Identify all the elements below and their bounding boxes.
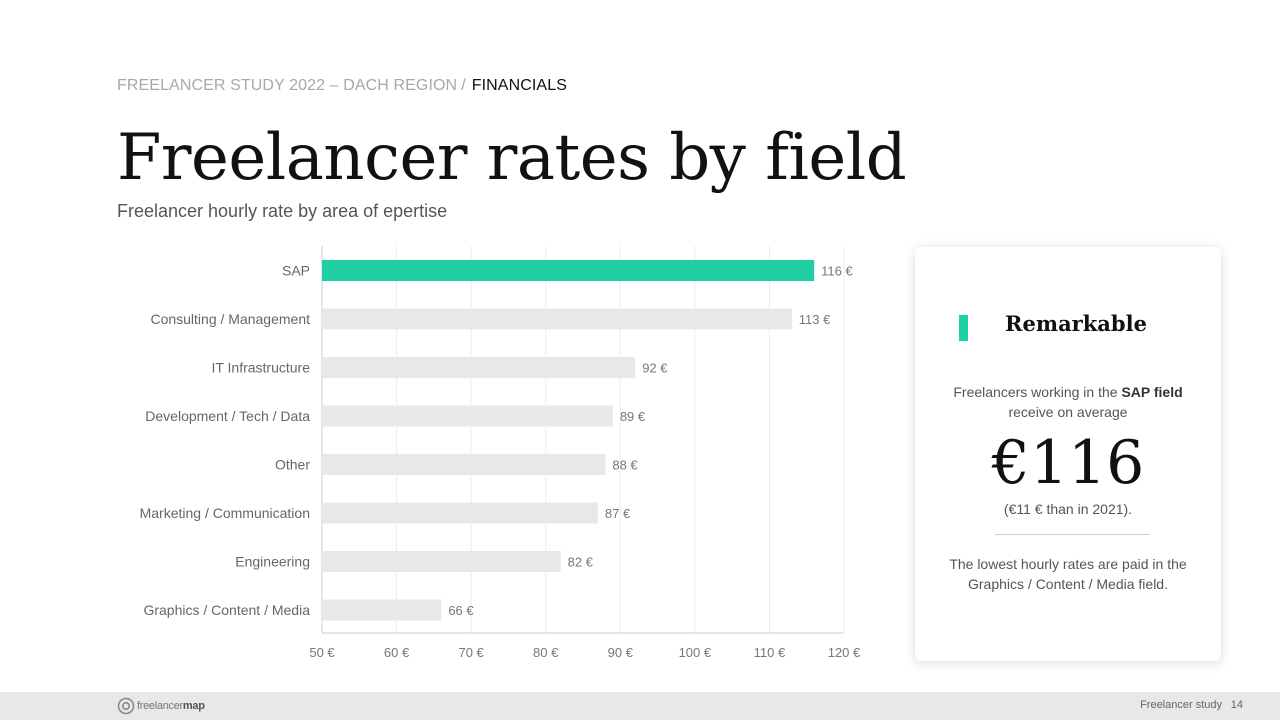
- value-label: 92 €: [642, 361, 668, 376]
- bar: [322, 551, 561, 572]
- category-label: SAP: [282, 263, 310, 279]
- freelancermap-logo[interactable]: freelancermap: [117, 697, 205, 715]
- category-label: IT Infrastructure: [211, 360, 310, 376]
- bar-chart: 50 € 60 € 70 € 80 € 90 € 100 € 110 € 120 € SAP 11…: [140, 246, 861, 661]
- value-label: 82 €: [568, 555, 594, 570]
- x-tick-label: 70 €: [458, 645, 484, 660]
- footer: freelancermap Freelancer study 14: [0, 692, 1280, 720]
- x-tick-label: 120 €: [828, 645, 861, 660]
- bar: [322, 405, 613, 427]
- card-text-prefix: Freelancers working in the: [953, 384, 1118, 400]
- value-label: 89 €: [620, 409, 646, 424]
- card-big-value: €116: [991, 428, 1145, 498]
- value-label: 88 €: [612, 458, 638, 473]
- card-text-intro: Freelancers working in the SAP field rec…: [935, 382, 1201, 422]
- page-title: Freelancer rates by field: [117, 121, 907, 195]
- grid-layer: [321, 246, 845, 634]
- card-text-bold: SAP field: [1121, 384, 1183, 400]
- bar: [322, 357, 636, 378]
- category-label: Development / Tech / Data: [145, 408, 310, 424]
- breadcrumb-separator: /: [461, 77, 466, 94]
- breadcrumb: FREELANCER STUDY 2022 – DACH REGION / FINA…: [117, 77, 567, 95]
- card-title: Remarkable: [1005, 311, 1147, 336]
- x-tick-label: 110 €: [754, 645, 786, 660]
- logo-text: freelancermap: [137, 700, 205, 712]
- card-text-suffix: receive on average: [1008, 404, 1128, 420]
- card-divider: [995, 534, 1150, 535]
- category-label: Graphics / Content / Media: [143, 602, 310, 618]
- category-label: Consulting / Management: [150, 311, 310, 327]
- page-number: 14: [1230, 699, 1243, 711]
- logo-icon: [117, 697, 135, 715]
- value-label: 87 €: [605, 506, 631, 521]
- value-label: 116 €: [821, 264, 853, 279]
- x-tick-label: 80 €: [533, 645, 559, 660]
- value-label: 113 €: [799, 312, 831, 327]
- logo-text-light: freelancer: [137, 700, 183, 712]
- bar: [322, 454, 606, 475]
- bar: [322, 599, 442, 621]
- x-tick-label: 60 €: [384, 645, 410, 660]
- remarkable-card: Remarkable Freelancers working in the SA…: [915, 247, 1221, 661]
- category-label: Marketing / Communication: [140, 505, 310, 521]
- footer-label: Freelancer study: [1140, 699, 1222, 711]
- bar: [322, 260, 815, 281]
- breadcrumb-current: FINANCIALS: [471, 77, 567, 94]
- breadcrumb-section[interactable]: FREELANCER STUDY 2022 – DACH REGION: [117, 77, 458, 94]
- x-tick-label: 50 €: [309, 645, 335, 660]
- x-tick-label: 100 €: [679, 645, 712, 660]
- labels-layer: 50 € 60 € 70 € 80 € 90 € 100 € 110 € 120 € SAP 11…: [140, 263, 861, 661]
- x-tick-label: 90 €: [608, 645, 634, 660]
- bar: [322, 308, 792, 330]
- bar: [322, 502, 598, 524]
- logo-text-bold: map: [182, 700, 205, 712]
- page-subtitle: Freelancer hourly rate by area of eperti…: [117, 201, 448, 221]
- bars-layer: [322, 260, 815, 621]
- card-accent-bar: [959, 315, 968, 341]
- card-note: (€11 € than in 2021).: [1003, 501, 1133, 517]
- card-text-lowest: The lowest hourly rates are paid in the …: [949, 556, 1187, 592]
- category-label: Engineering: [235, 554, 310, 570]
- value-label: 66 €: [448, 603, 474, 618]
- category-label: Other: [275, 457, 310, 473]
